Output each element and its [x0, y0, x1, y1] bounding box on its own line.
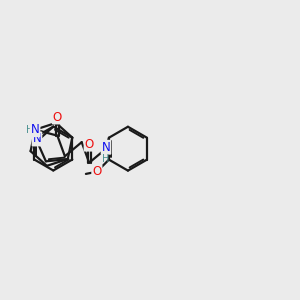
- Text: N: N: [102, 141, 110, 154]
- Text: H: H: [102, 154, 110, 164]
- Text: O: O: [53, 110, 62, 124]
- Text: N: N: [31, 123, 40, 136]
- Text: O: O: [92, 165, 101, 178]
- Text: H: H: [26, 125, 33, 135]
- Text: O: O: [85, 138, 94, 151]
- Text: N: N: [33, 133, 41, 146]
